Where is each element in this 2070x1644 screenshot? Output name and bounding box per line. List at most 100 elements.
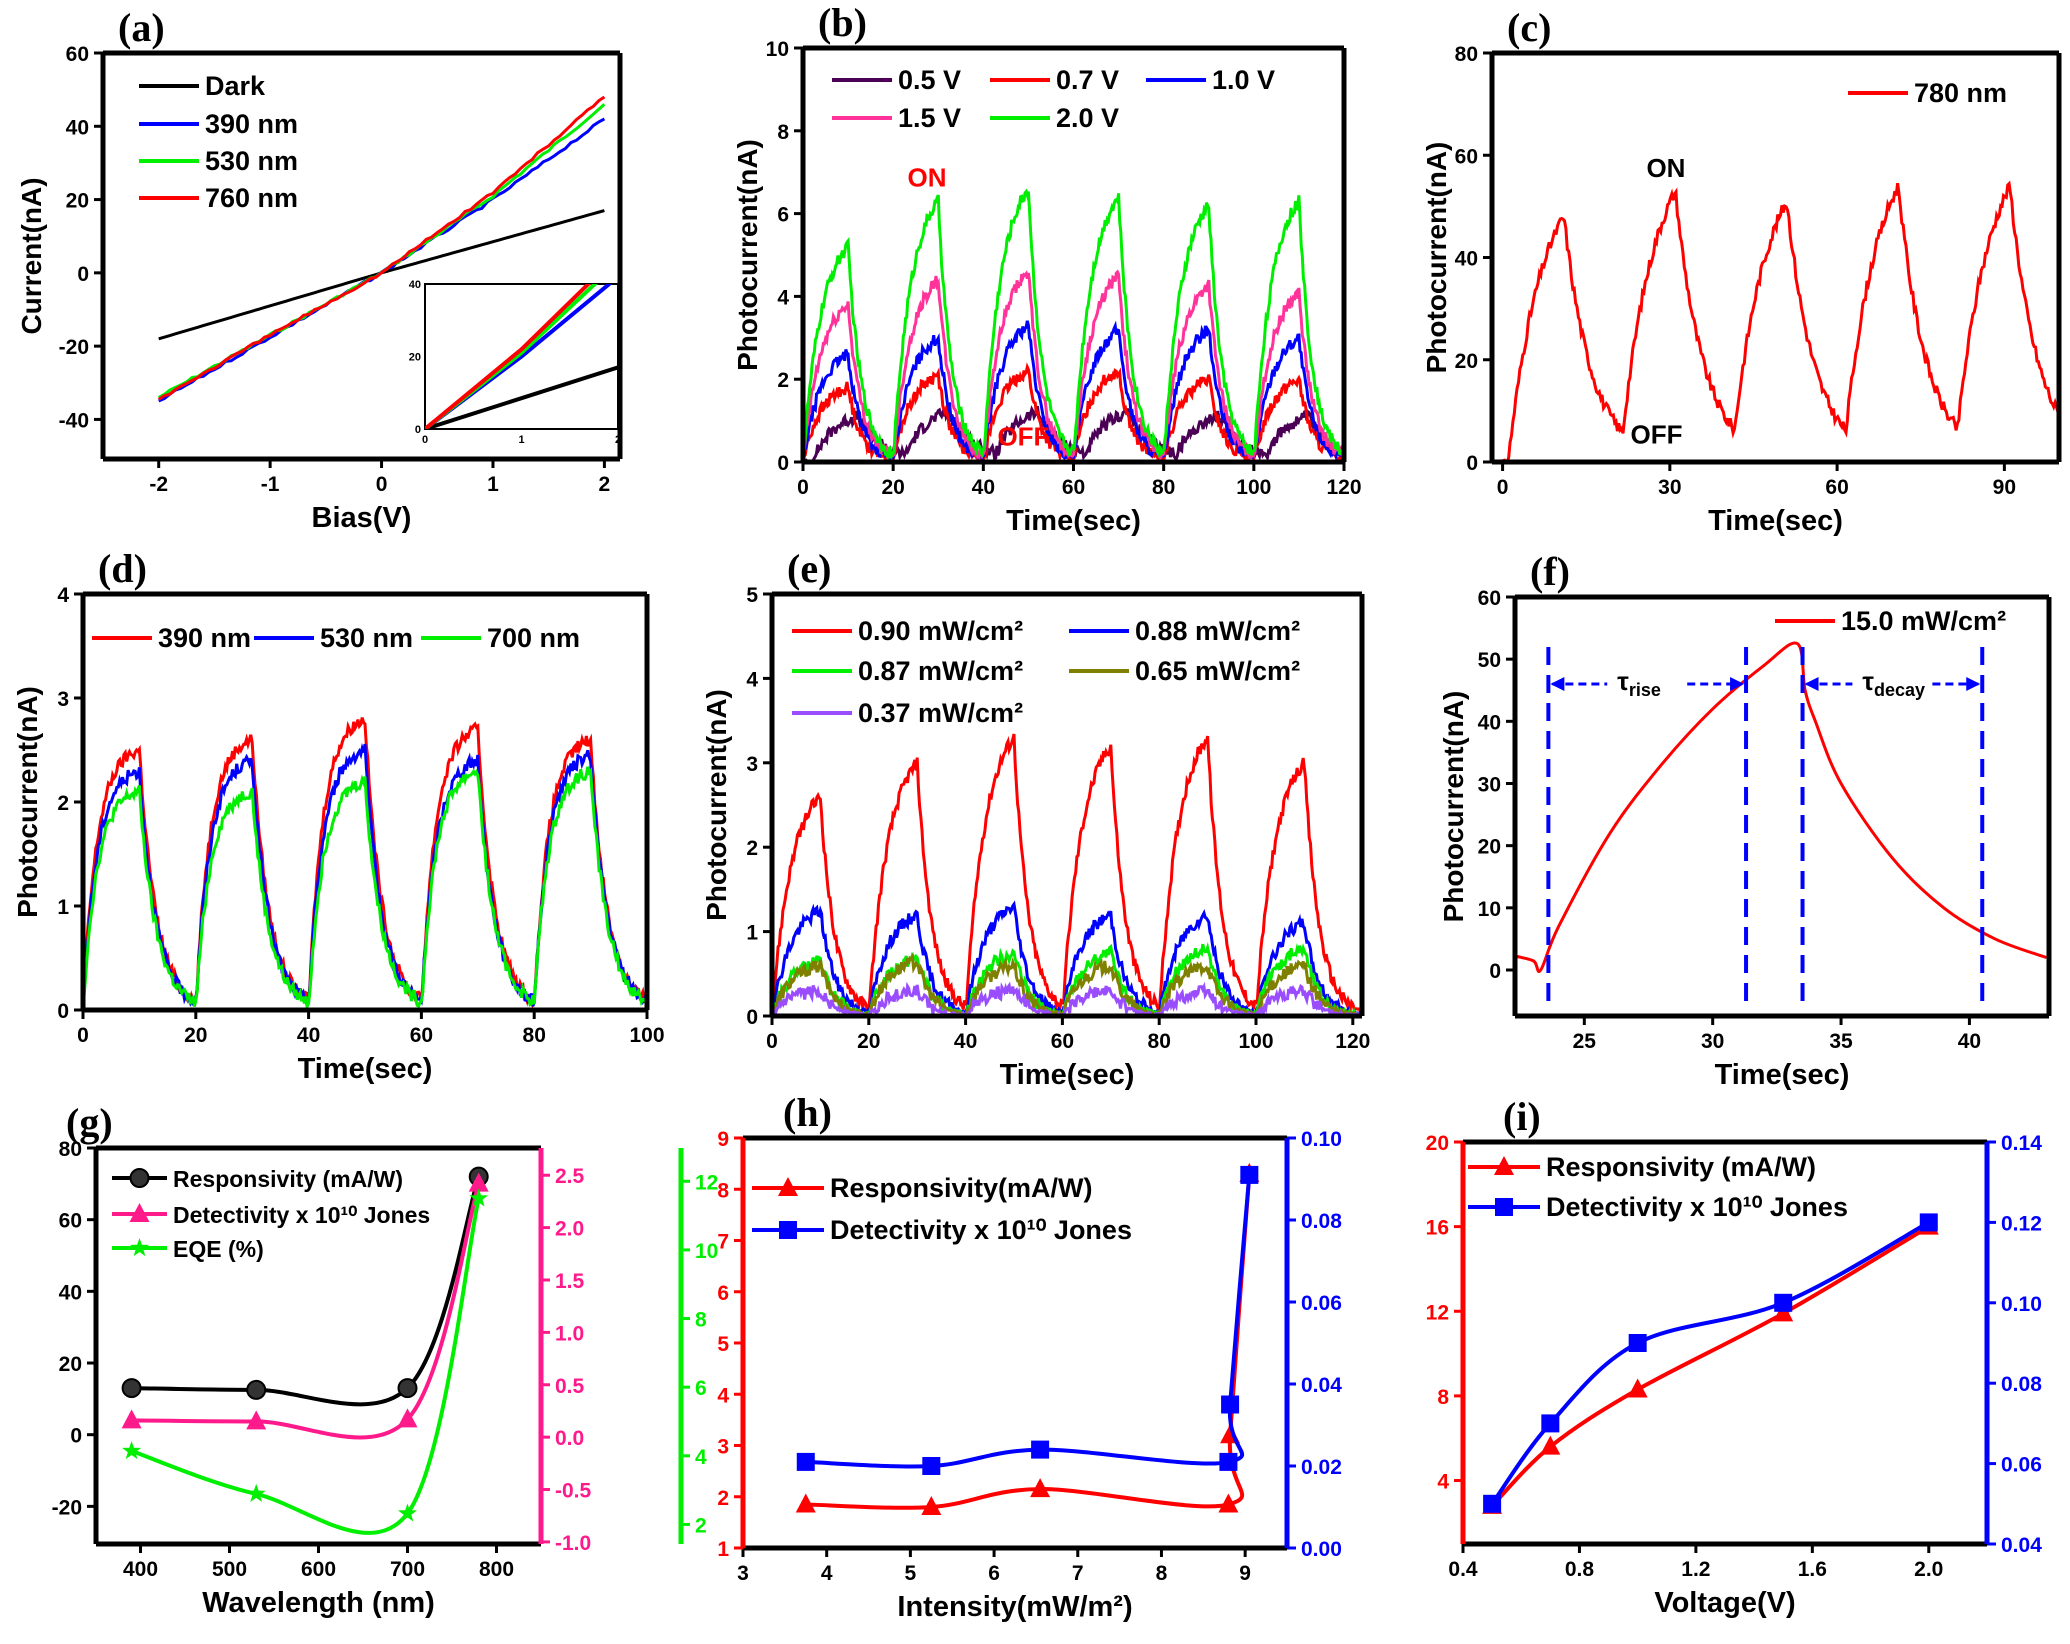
y-tick-label: 80 <box>1455 43 1478 66</box>
y-tick-label: 10 <box>1478 898 1501 921</box>
legend-item: 530 nm <box>139 146 298 176</box>
x-axis-label: Intensity(mW/m²) <box>897 1591 1132 1623</box>
data-point <box>1218 1493 1239 1513</box>
panel-h: 3 4 5 6 7 8 9 1 2 3 4 5 6 7 8 9 0.00 0.02 0.04 0.06 0.08 0.10… <box>717 1090 1342 1623</box>
x-tick-label: 60 <box>1051 1030 1074 1053</box>
y-tick-label: 3 <box>746 753 758 776</box>
x-tick-label: -2 <box>149 473 168 496</box>
panel-label: (c) <box>1507 5 1551 50</box>
y-axis-label: Photocurrent(nA) <box>701 689 732 921</box>
series-0-90-mw-cm- <box>772 733 1362 1016</box>
y-tick-label: 40 <box>59 1281 82 1304</box>
y-tick-label: 2 <box>57 792 69 815</box>
y-tick-label: 5 <box>717 1333 729 1356</box>
panel-g: 400 500 600 700 800 -20 0 20 40 60 80 -1.0 -0.5 0.0 0.… <box>52 1100 719 1619</box>
legend-label: 0.65 mW/cm² <box>1135 656 1300 686</box>
legend-marker <box>129 1168 150 1188</box>
y-tick-label: 20 <box>66 190 89 213</box>
y2-tick-label: -0.5 <box>555 1480 592 1503</box>
tau-symbol: τ <box>1617 666 1629 696</box>
x-axis-label: Time(sec) <box>298 1053 433 1085</box>
x-tick-label: 60 <box>410 1024 433 1047</box>
x-tick-label: 30 <box>1701 1030 1724 1053</box>
series-eqe- <box>130 1198 481 1535</box>
series-detectivity-x-10-jones <box>1490 1220 1930 1505</box>
span-label: τrise <box>1617 666 1661 700</box>
y-tick-label: 4 <box>57 584 69 607</box>
inset-y-tick-label: 40 <box>409 279 421 291</box>
y-tick-label: 1 <box>717 1538 729 1561</box>
legend-label: 0.37 mW/cm² <box>858 698 1023 728</box>
legend-item: 15.0 mW/cm² <box>1775 606 2006 636</box>
y-tick-label: -20 <box>52 1496 82 1519</box>
legend-label: 530 nm <box>320 623 413 653</box>
y2-tick-label: 0.00 <box>1301 1538 1342 1561</box>
x-tick-label: 8 <box>1156 1562 1168 1585</box>
data-point <box>1483 1494 1502 1513</box>
plot-area <box>795 1162 1260 1515</box>
y-tick-label: 4 <box>717 1384 729 1407</box>
x-axis-label: Time(sec) <box>1006 505 1141 537</box>
x-tick-label: 20 <box>881 476 904 499</box>
y-axis-label: Photocurrent(nA) <box>732 139 763 371</box>
y-tick-label: 7 <box>717 1231 729 1254</box>
data-point <box>1773 1302 1794 1322</box>
x-tick-label: 120 <box>1335 1030 1370 1053</box>
y-tick-label: 0 <box>77 263 89 286</box>
y-tick-label: -40 <box>59 409 89 432</box>
x-tick-label: 0.4 <box>1448 1558 1478 1581</box>
series-2-0-v <box>803 188 1344 462</box>
y3-tick-label: 6 <box>695 1377 707 1400</box>
annotation: OFF <box>997 421 1049 451</box>
y-tick-label: 8 <box>717 1179 729 1202</box>
data-point <box>397 1408 418 1428</box>
y-tick-label: 1 <box>57 896 69 919</box>
y2-tick-label: 0.12 <box>2001 1212 2042 1235</box>
series-15-0-mw-cm- <box>1515 641 2047 973</box>
data-point <box>796 1452 815 1471</box>
legend-item: Detectivity x 10¹⁰ Jones <box>112 1202 430 1228</box>
y-tick-label: 8 <box>777 121 789 144</box>
y-tick-label: 2 <box>717 1487 729 1510</box>
data-point <box>122 1441 142 1460</box>
legend-item: Responsivity(mA/W) <box>752 1173 1093 1203</box>
annotation: ON <box>1646 153 1685 183</box>
x-tick-label: 1.6 <box>1798 1558 1827 1581</box>
x-tick-label: 40 <box>954 1030 977 1053</box>
legend-label: 700 nm <box>487 623 580 653</box>
y-tick-label: 60 <box>59 1210 82 1233</box>
y2-tick-label: 0.08 <box>1301 1210 1342 1233</box>
series-530-nm <box>83 742 647 1010</box>
y-tick-label: 3 <box>57 688 69 711</box>
x-tick-label: 40 <box>972 476 995 499</box>
legend-label: Dark <box>205 71 266 101</box>
y3-tick-label: 12 <box>695 1171 718 1194</box>
data-point <box>1221 1395 1240 1414</box>
y-tick-label: 3 <box>717 1436 729 1459</box>
data-point <box>1627 1378 1648 1398</box>
legend-marker <box>1494 1156 1514 1175</box>
legend-label: 2.0 V <box>1056 103 1119 133</box>
panel-a: -2 -1 0 1 2-40-200204060Bias(V)Current(nA)(a… <box>16 5 623 534</box>
data-point <box>1628 1334 1647 1352</box>
y-tick-label: -20 <box>59 336 89 359</box>
x-tick-label: 30 <box>1658 476 1681 499</box>
y-tick-label: 2 <box>777 369 789 392</box>
series-700-nm <box>83 766 647 1010</box>
y-tick-label: 0 <box>746 1006 758 1029</box>
x-tick-label: -1 <box>261 473 280 496</box>
y-tick-label: 6 <box>777 204 789 227</box>
y2-tick-label: 0.5 <box>555 1375 585 1398</box>
y2-tick-label: 0.08 <box>2001 1373 2042 1396</box>
y-tick-label: 50 <box>1478 649 1501 672</box>
x-tick-label: 80 <box>1152 476 1175 499</box>
legend-label: Detectivity x 10¹⁰ Jones <box>830 1215 1132 1245</box>
x-tick-label: 5 <box>905 1562 917 1585</box>
y-tick-label: 60 <box>1455 145 1478 168</box>
arrowhead <box>1550 677 1565 692</box>
inset-plot <box>425 284 618 429</box>
legend-item: 0.65 mW/cm² <box>1069 656 1300 686</box>
x-tick-label: 1 <box>487 473 499 496</box>
y-tick-label: 40 <box>66 116 89 139</box>
x-tick-label: 60 <box>1825 476 1848 499</box>
